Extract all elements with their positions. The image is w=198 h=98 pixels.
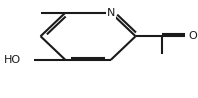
Text: HO: HO bbox=[4, 55, 21, 65]
Text: O: O bbox=[188, 31, 197, 41]
Text: N: N bbox=[107, 8, 115, 18]
